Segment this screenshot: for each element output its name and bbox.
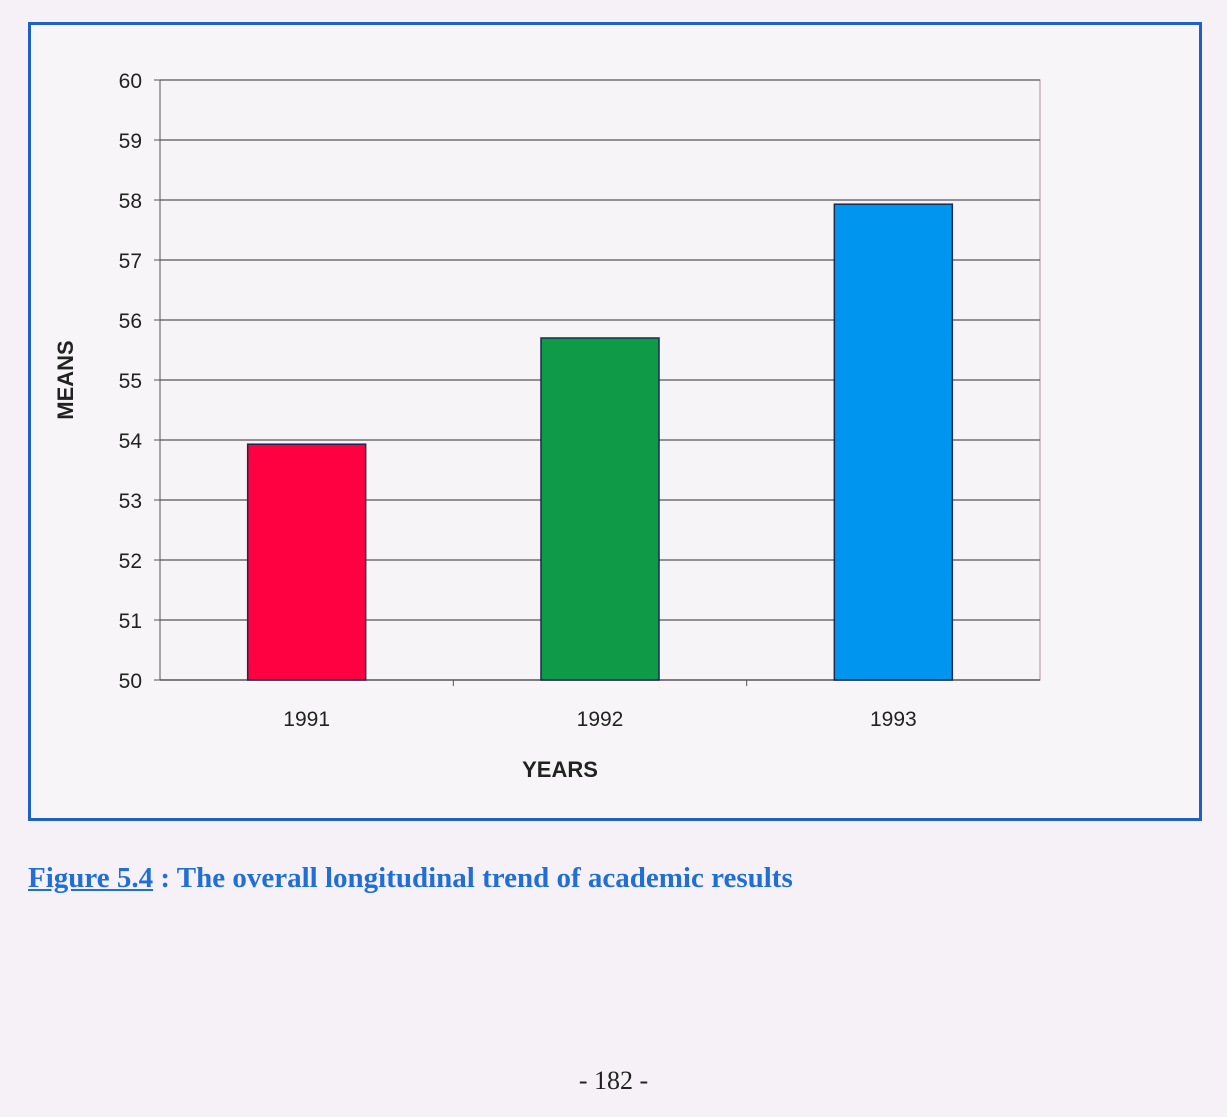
y-tick-label: 55 [119,370,142,393]
caption-text: : The overall longitudinal trend of acad… [153,862,793,894]
x-tick-label: 1992 [577,708,624,731]
x-axis-title: YEARS [522,757,598,782]
y-tick-label: 56 [119,310,142,333]
bar-1992 [540,337,660,681]
y-tick-label: 59 [119,130,142,153]
y-tick-label: 50 [119,670,142,693]
y-tick-label: 60 [119,70,142,93]
bar-chart: 50 51 52 53 54 55 56 57 58 59 60 1991 1992 1993 YEARS M… [53,70,1041,782]
y-tick-label: 52 [119,550,142,573]
page-number: - 182 - [578,1066,649,1095]
y-tick-label: 54 [119,430,143,453]
y-tick-label: 58 [119,190,142,213]
bar-1993 [833,203,954,681]
y-tick-label: 57 [119,250,142,273]
y-tick-label: 53 [119,490,142,513]
figure-caption: Figure 5.4 : The overall longitudinal tr… [28,862,793,895]
y-axis-title: MEANS [53,340,78,419]
x-tick-label: 1991 [283,708,330,731]
y-tick-label: 51 [119,610,142,633]
x-tick-label: 1993 [870,708,917,731]
bar-1991 [246,443,367,681]
figure-label-link[interactable]: Figure 5.4 [28,862,154,894]
